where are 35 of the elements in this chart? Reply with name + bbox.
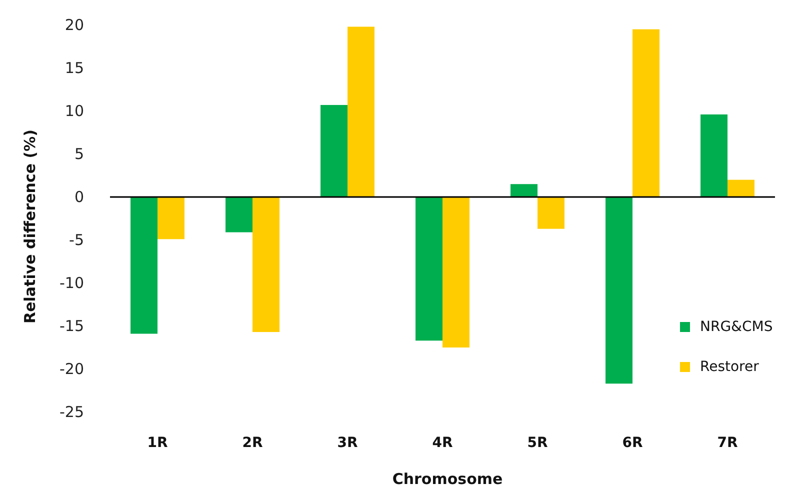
- y-tick-label: 5: [74, 145, 84, 163]
- bar: [606, 197, 632, 384]
- x-axis-title: Chromosome: [392, 470, 503, 488]
- y-tick-label: -20: [60, 360, 84, 378]
- bar: [320, 104, 348, 197]
- y-tick-label: -15: [60, 317, 84, 335]
- bar: [130, 197, 158, 334]
- x-tick-label: 7R: [717, 435, 738, 451]
- x-tick-label: 2R: [242, 435, 263, 451]
- y-tick-label: -10: [60, 274, 84, 292]
- y-tick-label: 15: [64, 59, 84, 77]
- bar: [442, 197, 470, 348]
- x-tick-label: 6R: [622, 435, 643, 451]
- y-tick-label: -25: [60, 403, 84, 421]
- bar: [252, 197, 280, 332]
- bar: [226, 197, 252, 232]
- x-tick-label: 1R: [147, 435, 168, 451]
- y-tick-label: 20: [64, 16, 84, 34]
- x-tick-label: 4R: [432, 435, 453, 451]
- y-tick-label: 0: [74, 188, 84, 206]
- bar: [158, 197, 184, 240]
- legend-label: NRG&CMS: [700, 319, 773, 335]
- bar: [348, 26, 374, 197]
- legend-label: Restorer: [700, 359, 760, 375]
- x-tick-label: 3R: [337, 435, 358, 451]
- x-tick-label: 5R: [527, 435, 548, 451]
- bar: [538, 197, 564, 229]
- bar: [416, 197, 442, 341]
- bar: [728, 180, 754, 197]
- bar: [632, 29, 660, 197]
- y-tick-label: -5: [69, 231, 84, 249]
- bar: [510, 184, 538, 197]
- y-axis-title: Relative difference (%): [21, 130, 39, 324]
- bar: [700, 114, 728, 197]
- y-tick-label: 10: [64, 102, 84, 120]
